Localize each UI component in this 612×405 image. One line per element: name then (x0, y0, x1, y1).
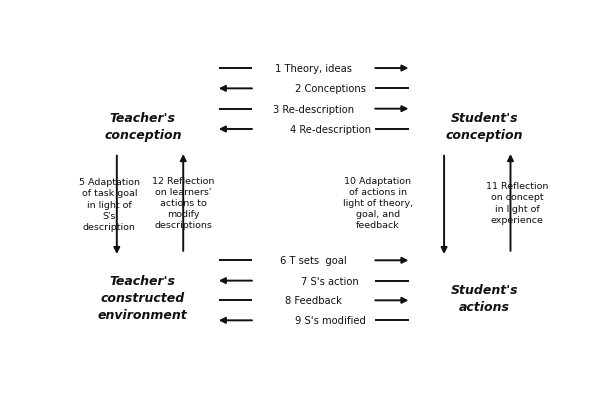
Text: 11 Reflection
on concept
in light of
experience: 11 Reflection on concept in light of exp… (486, 182, 548, 224)
Text: 1 Theory, ideas: 1 Theory, ideas (275, 64, 352, 74)
Text: Teacher's
conception: Teacher's conception (104, 112, 182, 141)
Text: 8 Feedback: 8 Feedback (285, 296, 342, 305)
Text: 3 Re-description: 3 Re-description (273, 104, 354, 114)
Text: 2 Conceptions: 2 Conceptions (295, 84, 366, 94)
Text: 5 Adaptation
of task goal
in light of
S's
description: 5 Adaptation of task goal in light of S'… (79, 178, 140, 231)
Text: Student's
actions: Student's actions (450, 283, 518, 313)
Text: Teacher's
constructed
environment: Teacher's constructed environment (98, 275, 188, 322)
Text: 6 T sets  goal: 6 T sets goal (280, 256, 347, 266)
Text: 7 S's action: 7 S's action (301, 276, 359, 286)
Text: Student's
conception: Student's conception (446, 112, 523, 141)
Text: 12 Reflection
on learners'
actions to
modify
descriptions: 12 Reflection on learners' actions to mo… (152, 176, 214, 230)
Text: 10 Adaptation
of actions in
light of theory,
goal, and
feedback: 10 Adaptation of actions in light of the… (343, 176, 412, 230)
Text: 4 Re-description: 4 Re-description (289, 125, 371, 135)
Text: 9 S's modified: 9 S's modified (295, 315, 366, 326)
